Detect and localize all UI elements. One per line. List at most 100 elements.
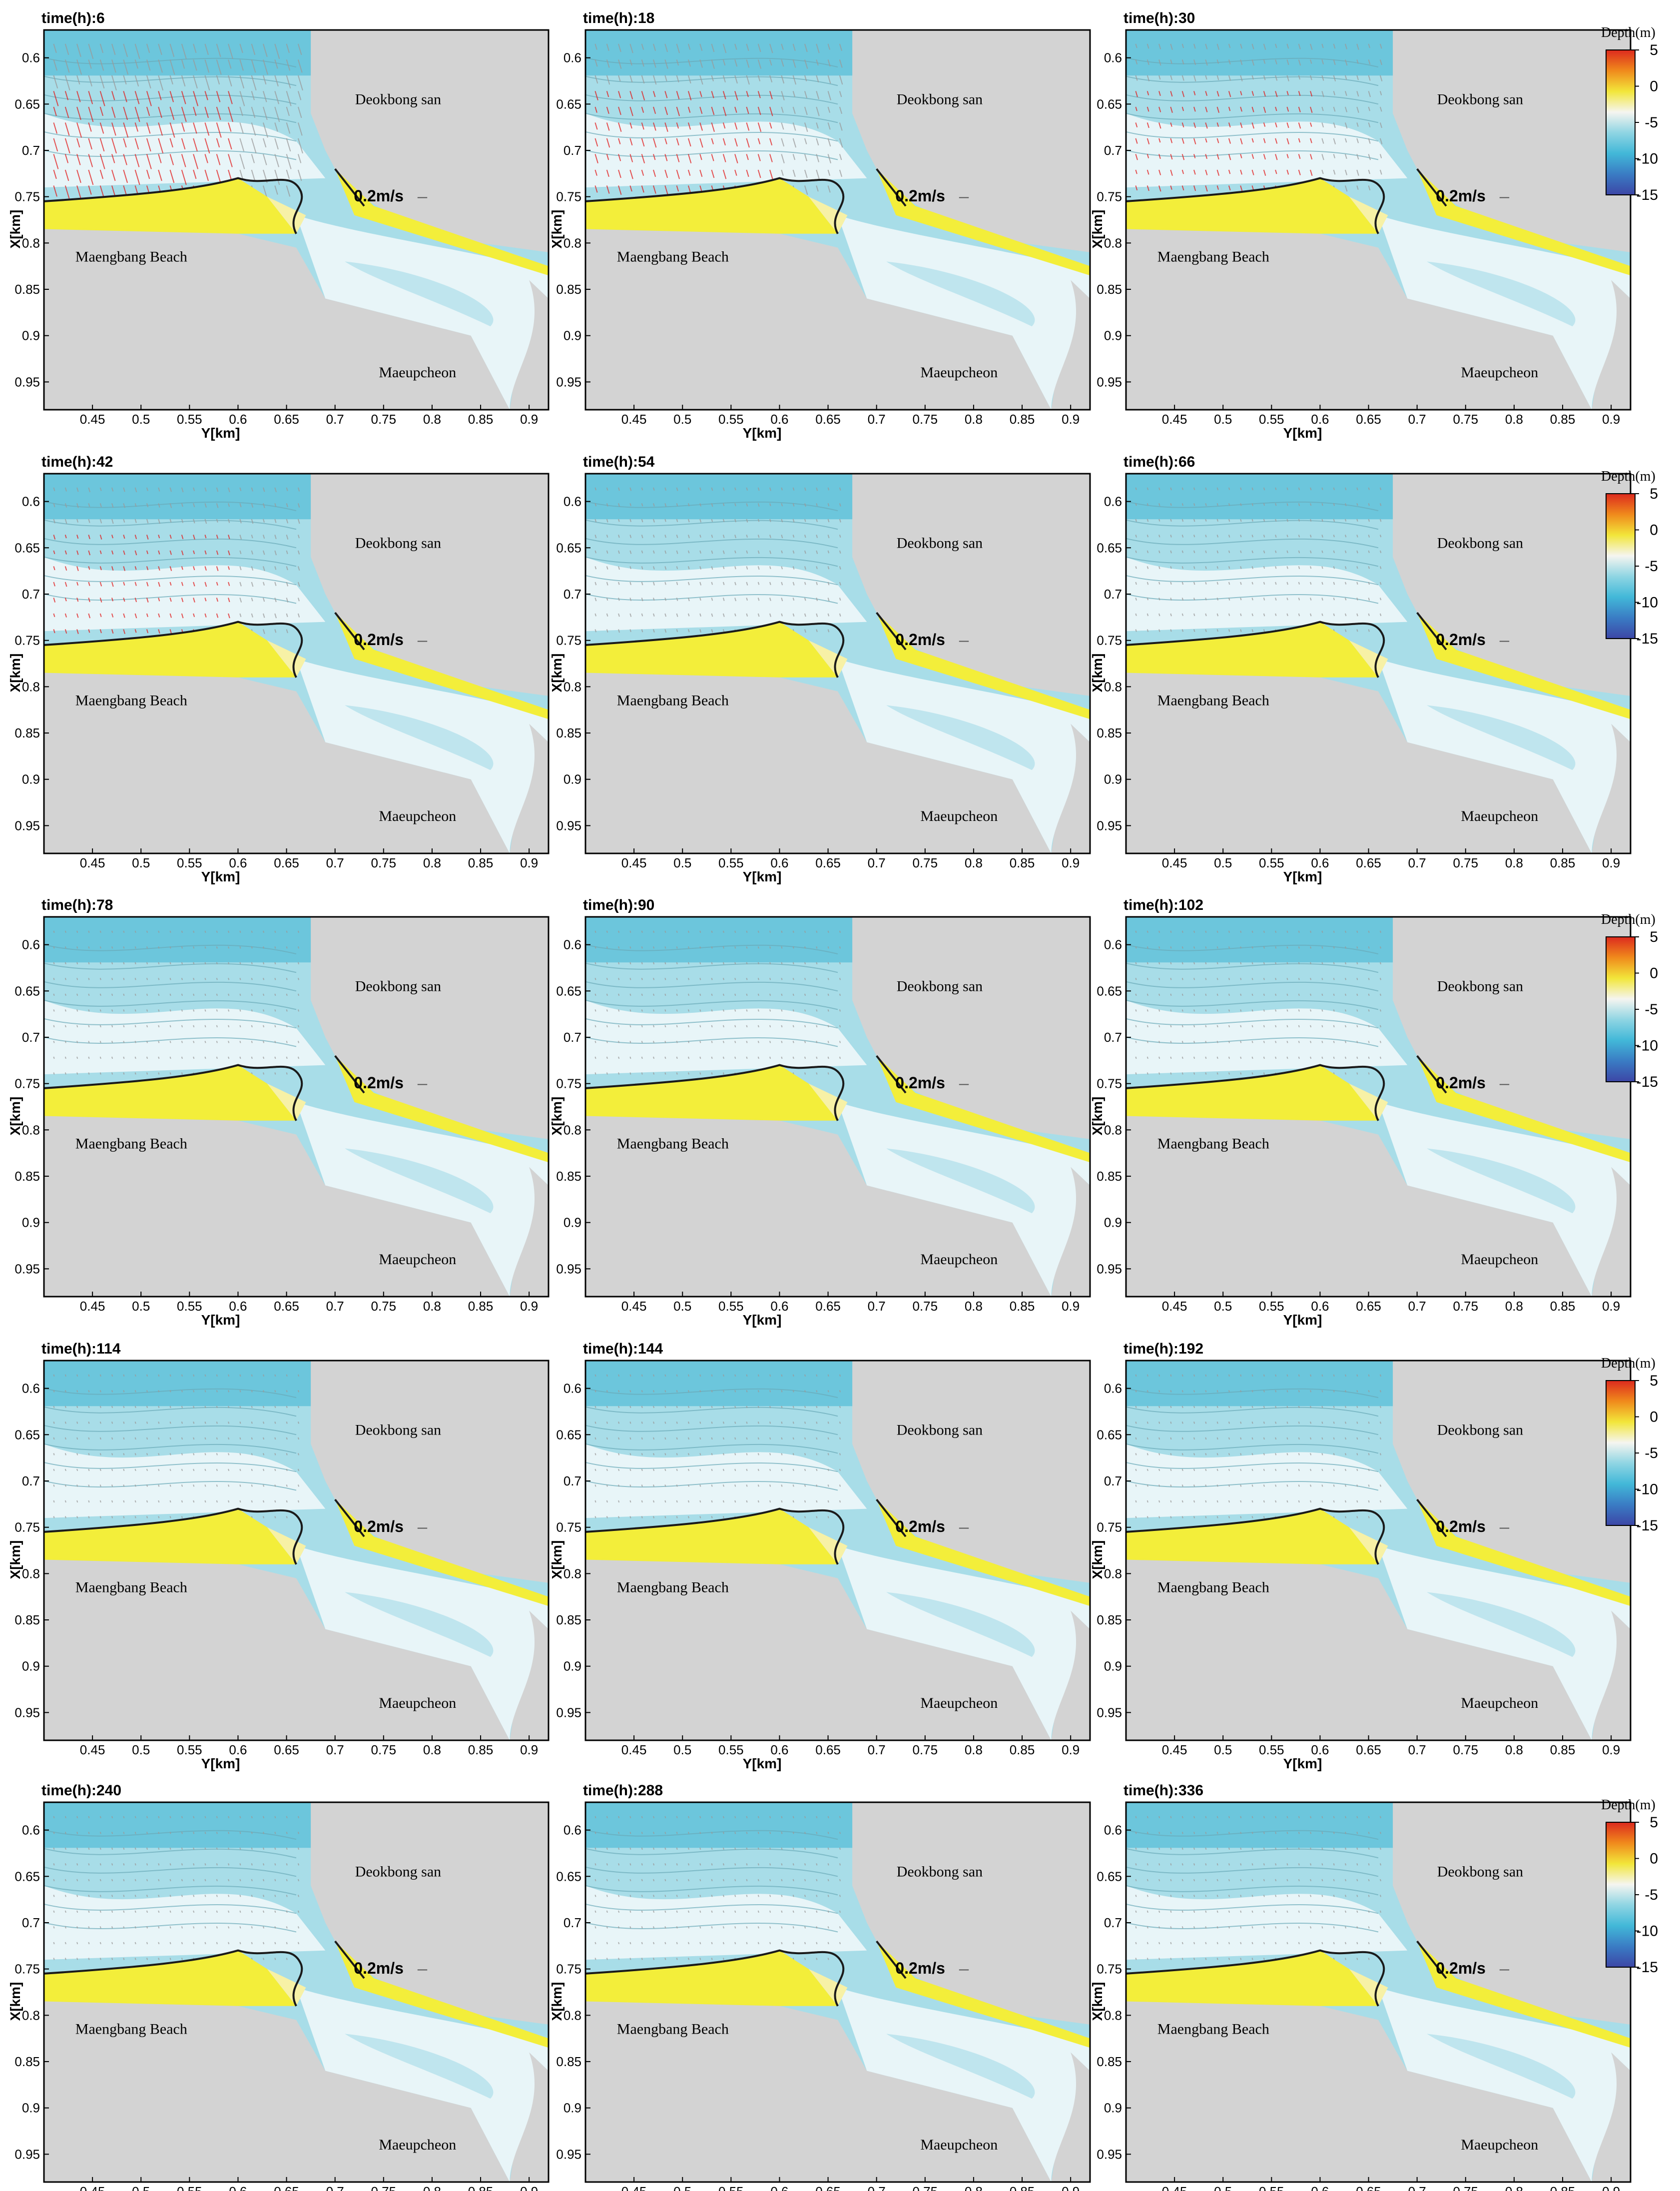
- velocity-vector: [286, 43, 290, 53]
- y-tick-label: 0.85: [1097, 2054, 1122, 2069]
- velocity-vector: [88, 946, 90, 949]
- velocity-vector: [297, 1484, 300, 1487]
- velocity-vector: [781, 1942, 783, 1945]
- velocity-vector: [1310, 1879, 1312, 1882]
- velocity-vector: [827, 993, 829, 996]
- y-tick-label: 0.75: [14, 633, 40, 648]
- velocity-vector: [1345, 1847, 1347, 1850]
- x-axis-label: Y[km]: [743, 1312, 782, 1328]
- deep-water-zone: [1126, 30, 1404, 76]
- velocity-vector: [757, 169, 761, 178]
- label-maeupcheon: Maeupcheon: [1461, 2137, 1538, 2153]
- velocity-vector: [722, 1056, 724, 1059]
- velocity-vector: [216, 503, 219, 508]
- velocity-vector: [1251, 1500, 1253, 1503]
- velocity-vector: [251, 91, 255, 100]
- velocity-vector: [239, 582, 242, 587]
- velocity-vector: [1379, 1025, 1382, 1028]
- velocity-vector: [1170, 1374, 1172, 1377]
- velocity-vector: [111, 138, 117, 154]
- velocity-vector: [746, 43, 749, 51]
- velocity-vector: [827, 613, 830, 617]
- deep-water-zone: [585, 474, 863, 520]
- velocity-vector: [274, 487, 277, 493]
- depth-contour: [44, 1848, 297, 1859]
- velocity-vector: [193, 1009, 195, 1012]
- intertidal-beach: [44, 178, 296, 234]
- velocity-vector: [251, 598, 253, 602]
- velocity-vector: [816, 1926, 818, 1929]
- velocity-vector: [1240, 930, 1242, 933]
- velocity-vector: [146, 487, 148, 491]
- velocity-vector: [1193, 106, 1196, 112]
- velocity-vector: [769, 138, 773, 146]
- velocity-vector: [781, 535, 783, 539]
- velocity-vector: [629, 169, 633, 179]
- velocity-vector: [1263, 550, 1265, 554]
- velocity-vector: [1205, 1816, 1207, 1819]
- velocity-vector: [134, 169, 140, 185]
- velocity-vector: [653, 154, 656, 160]
- velocity-vector: [1216, 1895, 1218, 1897]
- velocity-vector: [1379, 1453, 1382, 1456]
- x-tick-label: 0.9: [1062, 412, 1080, 427]
- velocity-vector: [687, 169, 691, 176]
- velocity-vector: [734, 613, 736, 617]
- velocity-vector: [816, 185, 819, 192]
- velocity-vector: [88, 1422, 90, 1424]
- velocity-vector: [781, 154, 785, 163]
- velocity-vector: [1240, 185, 1243, 191]
- velocity-vector: [123, 1056, 125, 1059]
- velocity-vector: [1240, 43, 1242, 49]
- velocity-vector: [781, 1453, 783, 1456]
- velocity-vector: [88, 122, 92, 132]
- velocity-vector: [239, 503, 242, 508]
- velocity-vector: [781, 946, 783, 949]
- velocity-vector: [1205, 1926, 1207, 1929]
- velocity-vector: [1146, 1816, 1148, 1819]
- velocity-vector: [53, 185, 57, 197]
- velocity-vector: [1240, 122, 1243, 128]
- x-tick-label: 0.65: [1356, 1299, 1381, 1314]
- shallow-water-zone: [585, 1444, 867, 1518]
- velocity-vector: [641, 519, 643, 523]
- velocity-vector: [1135, 106, 1137, 111]
- velocity-vector: [1356, 185, 1359, 190]
- velocity-vector: [792, 1025, 794, 1028]
- depth-contour: [44, 1885, 297, 1896]
- x-tick-label: 0.75: [371, 412, 397, 427]
- velocity-vector: [134, 1879, 136, 1882]
- velocity-vector: [606, 43, 609, 51]
- shoreline-east: [1416, 1055, 1447, 1094]
- velocity-vector: [711, 59, 715, 69]
- x-tick-label: 0.5: [132, 1299, 150, 1314]
- river-bank-sand: [1417, 1499, 1631, 1606]
- velocity-vector: [169, 1468, 171, 1471]
- velocity-vector: [618, 1056, 620, 1059]
- river-bank-sand: [1417, 169, 1631, 276]
- velocity-vector: [1263, 487, 1265, 491]
- velocity-vector: [757, 1468, 759, 1471]
- velocity-vector: [1356, 138, 1359, 143]
- x-tick-label: 0.75: [913, 855, 938, 870]
- velocity-vector: [722, 1468, 724, 1471]
- velocity-vector: [1275, 930, 1277, 933]
- velocity-vector: [827, 598, 830, 602]
- velocity-vector: [64, 1500, 66, 1503]
- velocity-vector: [1333, 75, 1336, 81]
- velocity-vector: [123, 59, 129, 75]
- velocity-vector: [134, 1500, 136, 1503]
- velocity-vector: [1379, 993, 1382, 996]
- velocity-vector: [123, 1453, 125, 1456]
- velocity-vector: [769, 122, 772, 129]
- velocity-vector: [1146, 1468, 1148, 1471]
- velocity-vector: [134, 519, 137, 523]
- velocity-vector: [1345, 1895, 1347, 1897]
- depth-contour: [1126, 981, 1379, 992]
- velocity-vector: [134, 993, 136, 996]
- velocity-vector: [1251, 1847, 1253, 1850]
- velocity-vector: [88, 1895, 90, 1897]
- velocity-vector: [53, 154, 59, 169]
- y-tick-label: 0.7: [22, 587, 40, 602]
- velocity-vector: [228, 566, 230, 570]
